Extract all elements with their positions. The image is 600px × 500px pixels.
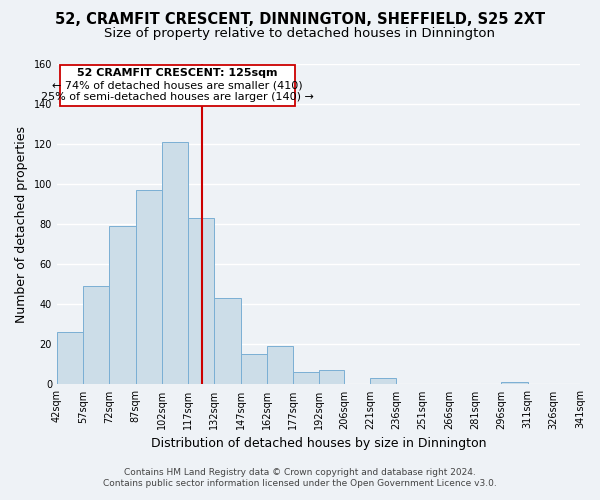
Bar (501, 382, 527, 384)
X-axis label: Distribution of detached houses by size in Dinnington: Distribution of detached houses by size … (151, 437, 486, 450)
Text: Contains HM Land Registry data © Crown copyright and database right 2024.
Contai: Contains HM Land Registry data © Crown c… (103, 468, 497, 487)
Text: Size of property relative to detached houses in Dinnington: Size of property relative to detached ho… (104, 28, 496, 40)
Text: 25% of semi-detached houses are larger (140) →: 25% of semi-detached houses are larger (… (41, 92, 314, 102)
Text: ← 74% of detached houses are smaller (410): ← 74% of detached houses are smaller (41… (52, 80, 303, 90)
Bar (370, 378, 397, 384)
Bar (83, 286, 109, 384)
Bar (162, 142, 188, 384)
Bar (188, 218, 214, 384)
Bar (241, 354, 267, 384)
Bar (109, 226, 136, 384)
Text: 52, CRAMFIT CRESCENT, DINNINGTON, SHEFFIELD, S25 2XT: 52, CRAMFIT CRESCENT, DINNINGTON, SHEFFI… (55, 12, 545, 28)
FancyBboxPatch shape (61, 65, 295, 106)
Bar (57, 332, 83, 384)
Bar (136, 190, 162, 384)
Bar (214, 298, 241, 384)
Text: 52 CRAMFIT CRESCENT: 125sqm: 52 CRAMFIT CRESCENT: 125sqm (77, 68, 278, 78)
Bar (267, 346, 293, 385)
Bar (293, 372, 319, 384)
Bar (319, 370, 344, 384)
Y-axis label: Number of detached properties: Number of detached properties (15, 126, 28, 322)
